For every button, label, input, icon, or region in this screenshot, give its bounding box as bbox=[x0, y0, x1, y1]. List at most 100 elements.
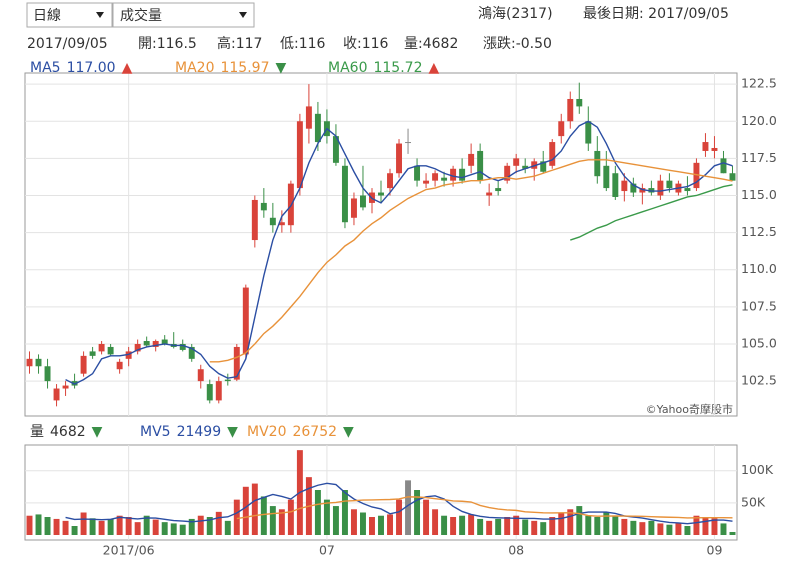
y-tick-label: 117.5 bbox=[741, 150, 777, 165]
info-item: 收:116 bbox=[343, 36, 389, 52]
legend-trend: ▼ bbox=[92, 424, 103, 440]
volume-bar bbox=[233, 499, 240, 535]
dropdown-arrow bbox=[239, 12, 247, 18]
volume-bar bbox=[720, 523, 727, 535]
candle-body bbox=[486, 192, 493, 196]
candle-body bbox=[549, 142, 556, 166]
volume-bar bbox=[179, 524, 186, 535]
candle-body bbox=[648, 188, 655, 193]
volume-bar bbox=[468, 514, 475, 535]
candle-body bbox=[531, 161, 538, 169]
candle-body bbox=[188, 346, 195, 359]
candle-body bbox=[206, 384, 213, 401]
legend-entry: MA5 117.00 ▲ bbox=[30, 60, 133, 76]
volume-bar bbox=[423, 499, 430, 535]
volume-bar bbox=[278, 509, 285, 535]
legend-name: MV20 bbox=[247, 424, 286, 440]
candle-body bbox=[378, 192, 384, 196]
volume-bar bbox=[441, 515, 448, 535]
volume-bar bbox=[576, 506, 583, 535]
info-line: 2017/09/05 開:116.5 高:117 低:116 收:116 量:4682 漲跌… bbox=[27, 35, 552, 52]
volume-bar bbox=[107, 518, 114, 535]
candle-body bbox=[332, 136, 339, 163]
candle-body bbox=[630, 183, 637, 193]
volume-bar bbox=[414, 490, 421, 535]
candle-body bbox=[53, 388, 60, 401]
legend-name: MA20 bbox=[175, 60, 214, 76]
candle-body bbox=[603, 165, 610, 189]
candle-body bbox=[314, 113, 321, 143]
volume-bar bbox=[251, 483, 258, 535]
legend-name: MA60 bbox=[328, 60, 367, 76]
last-date: 最後日期: 2017/09/05 bbox=[583, 6, 729, 22]
volume-bar bbox=[513, 515, 520, 535]
stock-name: 鴻海(2317) bbox=[478, 6, 553, 22]
volume-bar bbox=[486, 520, 493, 535]
info-item: 低:116 bbox=[280, 36, 326, 52]
candle-body bbox=[360, 195, 366, 208]
volume-panel bbox=[24, 444, 738, 541]
volume-bar bbox=[35, 514, 42, 535]
legend-entry: MV20 26752 ▼ bbox=[247, 424, 354, 440]
candle-body bbox=[143, 341, 150, 346]
volume-bar bbox=[612, 515, 619, 535]
y-tick-label: 112.5 bbox=[741, 224, 777, 239]
candle-body bbox=[666, 180, 673, 189]
legend-trend: ▼ bbox=[227, 424, 238, 440]
volume-bar bbox=[648, 520, 655, 535]
dropdown-arrow bbox=[96, 12, 104, 18]
candle-body bbox=[116, 361, 123, 370]
volume-bar bbox=[197, 515, 204, 535]
volume-bar bbox=[522, 519, 529, 535]
volume-bar bbox=[396, 499, 402, 535]
volume-bar bbox=[89, 518, 96, 535]
volume-bar bbox=[125, 517, 132, 535]
volume-bar bbox=[585, 515, 592, 535]
candle-body bbox=[702, 142, 709, 151]
candle-body bbox=[224, 379, 231, 382]
indicator-label: 成交量 bbox=[120, 7, 162, 24]
volume-bar bbox=[170, 523, 177, 535]
candle-body bbox=[341, 165, 348, 223]
volume-bar bbox=[143, 515, 150, 535]
candle-body bbox=[477, 150, 484, 181]
volume-bar bbox=[314, 490, 321, 535]
legend-name: 量 bbox=[30, 424, 44, 440]
volume-bar bbox=[495, 518, 502, 535]
volume-bar bbox=[387, 514, 393, 535]
volume-bar bbox=[405, 480, 412, 535]
volume-bar bbox=[549, 517, 556, 535]
volume-bar bbox=[332, 506, 339, 535]
candle-body bbox=[423, 180, 430, 184]
candle-body bbox=[197, 369, 204, 382]
y-tick-label: 102.5 bbox=[741, 373, 777, 388]
candle-body bbox=[98, 343, 105, 352]
info-item: 漲跌:-0.50 bbox=[483, 36, 552, 52]
candle-body bbox=[251, 199, 258, 241]
volume-bar bbox=[116, 515, 123, 535]
indicator-dropdown[interactable] bbox=[112, 2, 255, 28]
legend-value: 26752 bbox=[292, 424, 337, 440]
candle-body bbox=[558, 121, 565, 137]
volume-bar bbox=[62, 520, 69, 535]
volume-bar bbox=[71, 526, 78, 535]
candle-body bbox=[405, 142, 412, 144]
legend-name: MA5 bbox=[30, 60, 61, 76]
candle-body bbox=[80, 355, 87, 374]
x-tick-label: 07 bbox=[319, 543, 335, 558]
candle-body bbox=[459, 168, 466, 181]
info-item: 2017/09/05 bbox=[27, 36, 108, 52]
info-item: 量:4682 bbox=[404, 36, 458, 52]
volume-bar bbox=[477, 518, 484, 535]
volume-bar bbox=[702, 517, 709, 535]
volume-bar bbox=[287, 499, 294, 535]
volume-bar bbox=[531, 520, 538, 535]
candle-body bbox=[576, 98, 583, 107]
volume-bar bbox=[206, 517, 213, 535]
legend-trend: ▼ bbox=[343, 424, 354, 440]
y-tick-label: 120.0 bbox=[741, 113, 777, 128]
candle-body bbox=[296, 121, 303, 189]
period-dropdown[interactable] bbox=[26, 2, 113, 28]
volume-bar bbox=[558, 512, 565, 535]
volume-bar bbox=[693, 515, 700, 535]
